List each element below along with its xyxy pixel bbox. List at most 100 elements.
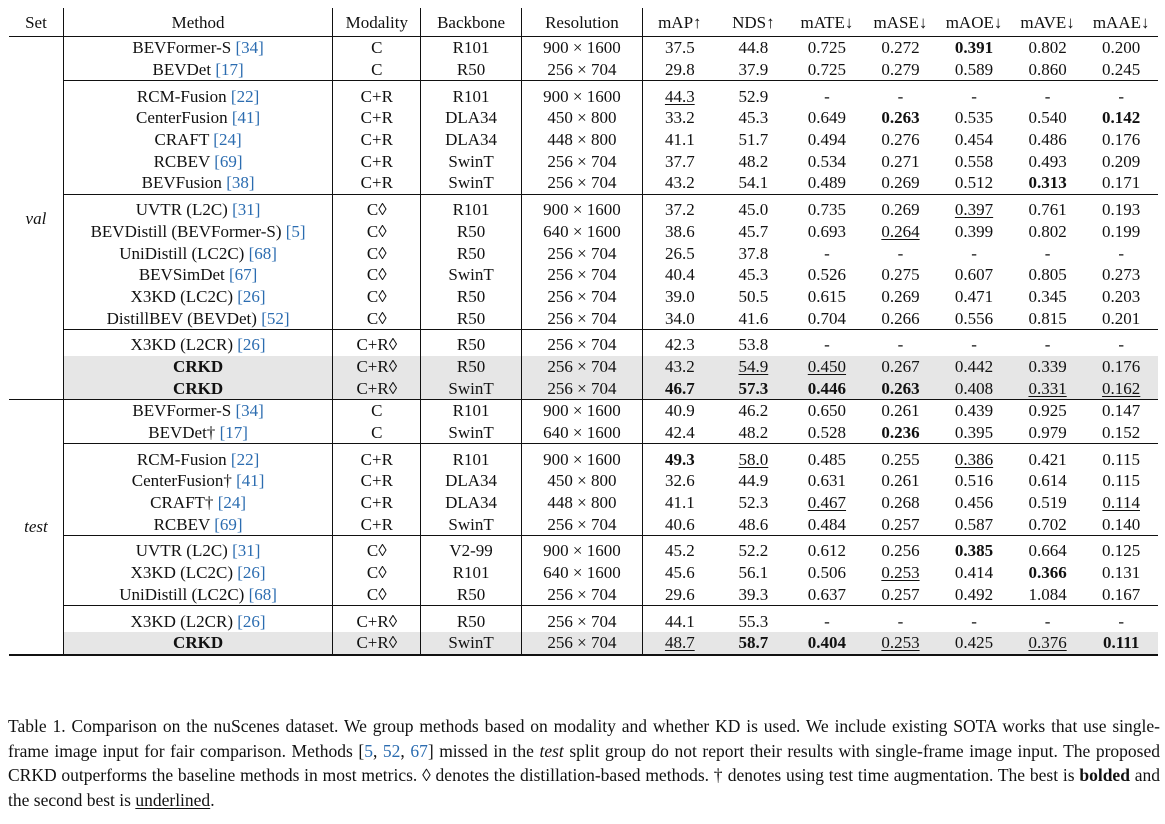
citation-link[interactable]: [5] — [285, 221, 306, 241]
metric-value: 39.3 — [738, 584, 769, 604]
metric-map: 45.6 — [643, 562, 717, 584]
caption-ref[interactable]: 67 — [410, 740, 428, 761]
metric-nds: 37.9 — [717, 59, 791, 81]
separator-cell — [716, 443, 791, 449]
citation-link[interactable]: [26] — [237, 286, 266, 306]
citation-link[interactable]: [68] — [248, 584, 277, 604]
metric-maoe: 0.589 — [937, 59, 1011, 81]
citation-link[interactable]: [67] — [229, 265, 258, 285]
backbone-cell: R50 — [420, 355, 522, 378]
metric-value: 0.454 — [954, 130, 994, 150]
modality-cell: C+R◊ — [332, 333, 422, 356]
citation-link[interactable]: [31] — [232, 541, 261, 561]
metric-value: 54.1 — [738, 173, 769, 193]
backbone-cell: V2-99 — [420, 540, 522, 562]
metric-maoe: - — [937, 334, 1011, 356]
metric-mate: 0.484 — [790, 513, 864, 535]
modality-cell: C+R — [332, 128, 422, 151]
citation-link[interactable]: [38] — [226, 173, 255, 193]
citation-link[interactable]: [24] — [213, 130, 242, 150]
metric-value: 0.269 — [881, 173, 920, 193]
metric-value: 0.257 — [881, 514, 920, 534]
citation-link[interactable]: [41] — [236, 471, 265, 491]
citation-link[interactable]: [17] — [219, 423, 248, 443]
metric-value: 0.614 — [1028, 471, 1067, 491]
metric-value: 32.6 — [664, 471, 695, 491]
method-cell: CRKD — [63, 355, 334, 378]
separator-cell — [332, 443, 422, 449]
table-row: CRAFT† [24] C+R DLA34 448 × 800 41.1 52.3 0.46… — [9, 491, 1158, 514]
citation-link[interactable]: [34] — [235, 401, 264, 421]
metric-value: 0.176 — [1102, 130, 1141, 150]
backbone-cell: DLA34 — [420, 128, 522, 151]
citation-link[interactable]: [22] — [230, 449, 260, 469]
citation-link[interactable]: [68] — [248, 243, 277, 263]
caption-ref[interactable]: 5 — [364, 740, 373, 761]
metric-maoe: 0.442 — [937, 355, 1011, 378]
metric-nds: 48.6 — [717, 513, 791, 535]
metric-mave: 0.421 — [1011, 448, 1085, 470]
metric-mate: 0.506 — [790, 562, 864, 584]
citation-link[interactable]: [69] — [214, 514, 243, 534]
metric-value: 0.203 — [1102, 286, 1141, 306]
resolution-cell: 450 × 800 — [521, 107, 644, 129]
caption-ref[interactable]: 52 — [382, 740, 401, 761]
metric-maae: 0.115 — [1084, 470, 1158, 492]
table-row: CRKD C+R◊ SwinT 256 × 704 48.7 58.7 0.404 0.253… — [9, 631, 1158, 656]
metric-value: 44.1 — [664, 611, 695, 631]
metric-value: 0.485 — [807, 449, 847, 469]
citation-link[interactable]: [24] — [217, 493, 247, 513]
backbone-cell: DLA34 — [420, 491, 522, 514]
metric-mave: - — [1011, 85, 1085, 107]
metric-value: 0.391 — [954, 38, 994, 58]
metric-mate: 0.650 — [790, 398, 864, 422]
metric-value: 41.1 — [664, 130, 695, 150]
metric-nds: 37.8 — [717, 242, 791, 264]
citation-link[interactable]: [22] — [230, 86, 260, 106]
separator-cell — [332, 80, 422, 86]
backbone-cell: R50 — [420, 583, 522, 606]
citation-link[interactable]: [17] — [215, 60, 244, 80]
backbone-cell: SwinT — [420, 150, 522, 173]
citation-link[interactable]: [41] — [231, 108, 261, 128]
header-map: mAP↑ — [642, 8, 717, 37]
separator-cell — [790, 443, 864, 449]
metric-maoe: 0.512 — [937, 172, 1011, 194]
method-cell: UniDistill (LC2C) [68] — [63, 583, 334, 606]
citation-link[interactable]: [69] — [214, 151, 243, 171]
metric-value: 0.439 — [954, 401, 994, 421]
separator-cell — [863, 535, 938, 541]
metric-nds: 51.7 — [717, 129, 791, 151]
citation-link[interactable]: [31] — [232, 200, 261, 220]
backbone-cell: R50 — [420, 610, 522, 632]
metric-map: 38.6 — [643, 221, 717, 243]
metric-maae: 0.152 — [1084, 422, 1158, 444]
method-cell: X3KD (LC2C) [26] — [63, 561, 334, 584]
modality-cell: C+R◊ — [332, 631, 422, 656]
citation-link[interactable]: [26] — [237, 563, 266, 583]
metric-maae: 0.193 — [1084, 199, 1158, 221]
citation-link[interactable]: [52] — [261, 308, 290, 328]
metric-value: 39.0 — [664, 286, 695, 306]
metric-value: 0.693 — [807, 221, 847, 241]
separator-cell — [716, 535, 791, 541]
citation-link[interactable]: [26] — [237, 611, 266, 631]
metric-value: - — [971, 86, 977, 106]
citation-link[interactable]: [26] — [237, 335, 266, 355]
test-split: test BEVFormer-S [34] C R101 900 × 1600 40.9 4… — [9, 398, 1158, 656]
resolution-cell: 256 × 704 — [521, 355, 644, 378]
metric-mase: 0.275 — [864, 264, 938, 286]
metric-map: 43.2 — [642, 355, 717, 378]
metric-value: 0.255 — [881, 449, 920, 469]
citation-link[interactable]: [34] — [235, 38, 264, 58]
metric-mave: 0.366 — [1011, 562, 1085, 584]
modality-cell: C+R◊ — [332, 355, 422, 378]
separator-cell — [521, 328, 644, 334]
method-name: DistillBEV (BEVDet) — [106, 308, 257, 328]
metric-mate: - — [790, 85, 864, 107]
separator-cell — [642, 605, 717, 611]
metric-mave: 0.860 — [1011, 59, 1085, 81]
metric-mate: 0.693 — [790, 221, 864, 243]
metric-mase: 0.266 — [864, 307, 938, 329]
metric-value: 0.193 — [1102, 200, 1141, 220]
